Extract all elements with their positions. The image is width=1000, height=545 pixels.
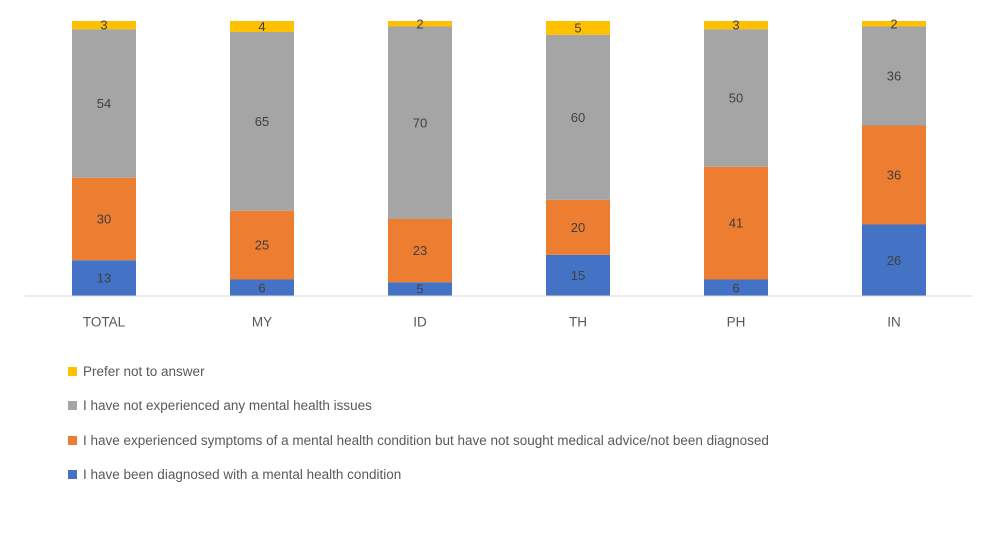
x-tick-label-in: IN — [887, 315, 901, 330]
x-tick-label-ph: PH — [727, 315, 746, 330]
legend: Prefer not to answer I have not experienc… — [68, 354, 769, 492]
legend-swatch — [68, 366, 77, 376]
bar-segment-total-s0 — [72, 260, 136, 296]
data-label-my-s3: 4 — [258, 19, 265, 34]
data-label-ph-s2: 50 — [729, 91, 743, 106]
data-label-ph-s0: 6 — [732, 280, 739, 295]
data-label-my-s0: 6 — [258, 280, 265, 295]
legend-swatch — [68, 401, 77, 411]
legend-label: Prefer not to answer — [83, 363, 205, 379]
legend-label: I have not experienced any mental health… — [83, 398, 372, 414]
bar-segment-total-s2 — [72, 29, 136, 178]
bar-segment-id-s3 — [388, 21, 452, 27]
bar-segment-th-s1 — [546, 199, 610, 255]
data-label-th-s2: 60 — [571, 110, 585, 125]
legend-item: I have not experienced any mental health… — [68, 389, 769, 424]
bar-segment-id-s0 — [388, 282, 452, 296]
data-label-th-s3: 5 — [574, 20, 581, 35]
bar-segment-ph-s0 — [704, 279, 768, 296]
x-tick-label-th: TH — [569, 315, 587, 330]
data-label-id-s1: 23 — [413, 243, 427, 258]
x-tick-label-id: ID — [413, 315, 427, 330]
bar-segment-my-s1 — [230, 210, 294, 280]
x-tick-label-total: TOTAL — [83, 315, 126, 330]
bar-segment-id-s2 — [388, 26, 452, 219]
data-label-in-s0: 26 — [887, 253, 901, 268]
bar-segment-th-s0 — [546, 254, 610, 296]
data-label-th-s0: 15 — [571, 268, 585, 283]
bar-segment-my-s0 — [230, 279, 294, 296]
bar-segment-th-s2 — [546, 34, 610, 200]
legend-label: I have been diagnosed with a mental heal… — [83, 467, 402, 483]
bar-segment-my-s3 — [230, 21, 294, 32]
data-label-th-s1: 20 — [571, 220, 585, 235]
legend-swatch — [68, 435, 77, 445]
stacked-bar-chart: 133054362565452370215206056415032636362 … — [25, 16, 973, 330]
data-label-id-s2: 70 — [413, 115, 427, 130]
legend-item: I have experienced symptoms of a mental … — [68, 423, 769, 458]
legend-swatch — [68, 470, 77, 480]
bar-segment-ph-s3 — [704, 21, 768, 30]
data-label-my-s1: 25 — [255, 238, 269, 253]
bar-segment-th-s3 — [546, 21, 610, 35]
data-label-total-s1: 30 — [97, 212, 111, 227]
x-tick-labels: TOTAL MY ID TH PH IN — [83, 315, 901, 330]
bar-segment-id-s1 — [388, 219, 452, 283]
data-label-total-s2: 54 — [97, 96, 111, 111]
data-label-ph-s3: 3 — [732, 18, 739, 33]
legend-label: I have experienced symptoms of a mental … — [83, 432, 769, 448]
bar-segment-in-s1 — [862, 125, 926, 225]
data-label-my-s2: 65 — [255, 114, 269, 129]
bar-segment-total-s1 — [72, 177, 136, 261]
legend-item: I have been diagnosed with a mental heal… — [68, 458, 769, 493]
data-label-total-s0: 13 — [97, 271, 111, 286]
data-label-in-s2: 36 — [887, 69, 901, 84]
data-label-in-s1: 36 — [887, 168, 901, 183]
bar-segment-in-s0 — [862, 224, 926, 296]
bar-segment-ph-s1 — [704, 166, 768, 280]
bar-segment-ph-s2 — [704, 29, 768, 167]
data-label-id-s0: 5 — [416, 282, 423, 297]
x-tick-label-my: MY — [252, 315, 272, 330]
data-label-id-s3: 2 — [416, 16, 423, 31]
data-label-ph-s1: 41 — [729, 216, 743, 231]
bar-segment-in-s3 — [862, 21, 926, 27]
bar-segment-in-s2 — [862, 26, 926, 126]
legend-item: Prefer not to answer — [68, 354, 769, 389]
data-label-total-s3: 3 — [100, 18, 107, 33]
bar-segment-my-s2 — [230, 32, 294, 211]
data-label-in-s3: 2 — [890, 16, 897, 31]
bar-segment-total-s3 — [72, 21, 136, 30]
